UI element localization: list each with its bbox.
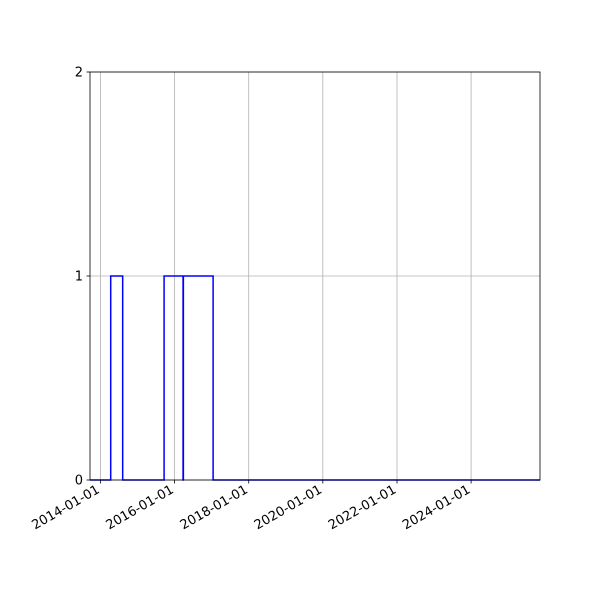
- y-tick-label: 1: [75, 270, 83, 285]
- x-tick-label: 2022-01-01: [326, 482, 399, 533]
- y-tick-label: 0: [75, 474, 83, 489]
- x-tick-label: 2016-01-01: [104, 482, 177, 533]
- x-tick-label: 2018-01-01: [178, 482, 251, 533]
- x-tick-label: 2024-01-01: [400, 482, 473, 533]
- series-line: [90, 275, 540, 481]
- x-tick-label: 2020-01-01: [252, 482, 325, 533]
- y-tick-label: 2: [75, 66, 83, 81]
- x-tick-label: 2014-01-01: [30, 482, 103, 533]
